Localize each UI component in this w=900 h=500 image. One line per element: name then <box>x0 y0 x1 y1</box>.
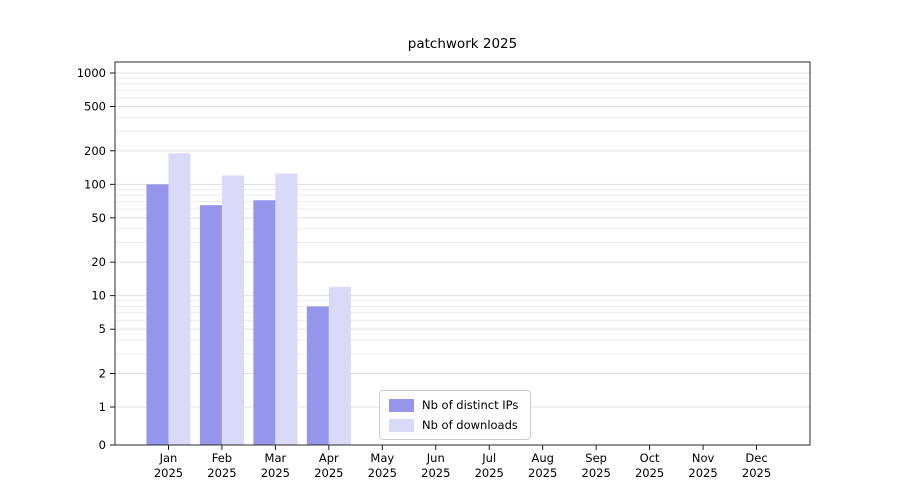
x-tick-label-month: Mar <box>265 451 287 465</box>
y-axis: 0 1 2 5 10 20 50 100 200 500 1000 <box>77 66 115 452</box>
y-tick-label: 2 <box>99 366 106 380</box>
bar-distinct-ips-apr <box>306 306 329 445</box>
x-tick-label-year: 2025 <box>421 466 450 480</box>
legend-item-downloads: Nb of downloads <box>389 418 518 432</box>
legend-swatch-distinct-ips <box>389 398 414 412</box>
x-tick-label-month: Apr <box>319 451 339 465</box>
x-tick-label-year: 2025 <box>261 466 290 480</box>
bar-distinct-ips-jan <box>146 184 169 446</box>
bar-downloads-jan <box>168 153 191 445</box>
y-tick-label: 10 <box>91 289 106 303</box>
bar-distinct-ips-mar <box>253 200 276 445</box>
y-tick-label: 1000 <box>77 66 106 80</box>
y-tick-label: 100 <box>84 177 106 191</box>
y-tick-label: 5 <box>99 322 106 336</box>
x-tick-label-year: 2025 <box>154 466 183 480</box>
x-tick-label-year: 2025 <box>742 466 771 480</box>
legend-label-downloads: Nb of downloads <box>422 418 518 432</box>
y-tick-label: 500 <box>84 100 106 114</box>
x-tick-label-month: Aug <box>531 451 553 465</box>
plot-border <box>114 61 811 446</box>
bar-downloads-apr <box>328 286 351 445</box>
x-tick-label-year: 2025 <box>688 466 717 480</box>
x-tick-label-year: 2025 <box>207 466 236 480</box>
x-tick-label-month: Dec <box>745 451 767 465</box>
x-tick-label-month: May <box>370 451 394 465</box>
x-tick-label-month: Jan <box>159 451 178 465</box>
legend: Nb of distinct IPs Nb of downloads <box>379 390 532 440</box>
x-tick-label-month: Nov <box>692 451 715 465</box>
x-tick-label-month: Sep <box>585 451 607 465</box>
y-tick-label: 200 <box>84 144 106 158</box>
legend-label-distinct-ips: Nb of distinct IPs <box>422 398 519 412</box>
y-tick-label: 0 <box>99 438 106 452</box>
legend-item-distinct-ips: Nb of distinct IPs <box>389 398 518 412</box>
x-tick-label-month: Jun <box>426 451 445 465</box>
x-axis: Jan2025Feb2025Mar2025Apr2025May2025Jun20… <box>154 445 771 480</box>
x-tick-label-year: 2025 <box>314 466 343 480</box>
x-tick-label-year: 2025 <box>475 466 504 480</box>
x-tick-label-year: 2025 <box>582 466 611 480</box>
chart-title: patchwork 2025 <box>407 36 518 52</box>
x-tick-label-month: Jul <box>481 451 496 465</box>
x-tick-label-year: 2025 <box>368 466 397 480</box>
bar-downloads-mar <box>275 173 298 446</box>
x-tick-label-month: Oct <box>640 451 660 465</box>
x-tick-label-year: 2025 <box>635 466 664 480</box>
x-tick-label-year: 2025 <box>528 466 557 480</box>
y-tick-label: 1 <box>99 400 106 414</box>
bar-downloads-feb <box>221 175 244 445</box>
x-tick-label-month: Feb <box>212 451 232 465</box>
legend-swatch-downloads <box>389 418 414 432</box>
bars <box>146 153 351 446</box>
bar-distinct-ips-feb <box>199 205 222 445</box>
y-tick-label: 20 <box>91 255 106 269</box>
y-tick-label: 50 <box>91 211 106 225</box>
